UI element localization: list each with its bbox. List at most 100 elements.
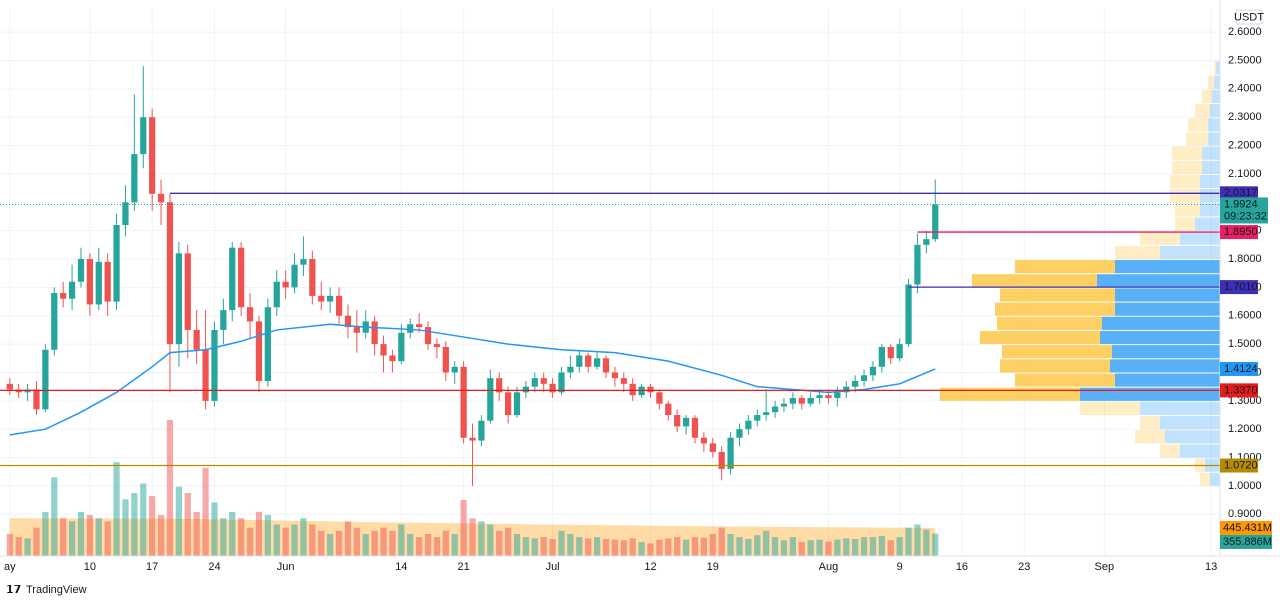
profile-down — [997, 316, 1102, 330]
profile-up — [1115, 260, 1220, 274]
profile-up — [1080, 387, 1220, 401]
volume-bar — [33, 527, 40, 556]
profile-down — [1186, 132, 1208, 146]
candle-body — [335, 295, 343, 316]
volume-bar — [416, 537, 423, 556]
candle-body — [344, 315, 352, 328]
profile-down — [1000, 359, 1110, 373]
candle-body — [513, 392, 521, 416]
profile-up — [1200, 189, 1220, 203]
candle-body — [585, 355, 592, 367]
volume-bar — [576, 537, 583, 556]
candle-body — [6, 383, 13, 390]
volume-bar — [220, 518, 227, 556]
level-tag — [1220, 458, 1258, 473]
y-tick-label: 2.2000 — [1228, 139, 1262, 151]
y-tick-label: 2.5000 — [1228, 54, 1262, 66]
volume-bar — [229, 511, 236, 556]
candle-body — [487, 378, 494, 421]
profile-up — [1160, 245, 1220, 260]
candle-body — [674, 415, 681, 427]
volume-bar — [531, 538, 538, 556]
candle-body — [798, 398, 805, 404]
x-tick-label: 17 — [146, 561, 158, 573]
candle-body — [860, 375, 868, 381]
volume-bar — [700, 537, 707, 556]
candle-body — [442, 346, 449, 373]
candle-body — [665, 403, 672, 416]
candle-body — [416, 324, 423, 328]
volume-bar — [60, 518, 67, 556]
candle-body — [104, 261, 111, 302]
candle-body — [389, 355, 396, 362]
profile-down — [1000, 288, 1115, 302]
profile-up — [1202, 146, 1220, 160]
candle-body — [246, 307, 254, 322]
profile-up — [1210, 104, 1220, 118]
volume-bar — [620, 540, 627, 556]
volume-bar — [825, 541, 832, 556]
x-tick-label: 14 — [395, 561, 407, 573]
volume-bar — [184, 493, 191, 556]
volume-bar — [629, 538, 636, 556]
volume-bar — [211, 502, 218, 556]
volume-bar — [291, 524, 298, 556]
candle-body — [77, 259, 85, 282]
profile-up — [1202, 160, 1220, 174]
x-tick-label: 12 — [644, 561, 656, 573]
volume-bar — [157, 515, 165, 556]
candle-body — [451, 366, 458, 373]
volume-bar — [887, 540, 894, 556]
volume-bar — [246, 527, 254, 556]
volume-bar — [789, 537, 796, 556]
x-tick-label: Aug — [819, 561, 839, 573]
volume-bar — [771, 537, 779, 556]
profile-down — [1170, 189, 1200, 203]
volume-bar — [682, 539, 690, 556]
volume-bar — [745, 538, 752, 556]
profile-up — [1195, 217, 1220, 231]
candle-body — [611, 372, 619, 379]
candle-body — [843, 386, 850, 393]
volume-bar — [869, 537, 877, 556]
volume-bar — [540, 537, 547, 556]
last-price-tag — [1220, 197, 1268, 224]
volume-bar — [380, 527, 387, 556]
volume-bar — [549, 538, 556, 556]
candle-body — [887, 346, 894, 359]
y-tick-label: 1.2000 — [1228, 423, 1262, 435]
profile-down — [1195, 104, 1210, 118]
volume-bar — [798, 542, 805, 556]
candle-body — [531, 378, 538, 387]
profile-down — [1002, 345, 1112, 359]
y-tick-label: 1.3000 — [1228, 395, 1262, 407]
volume-bar — [68, 521, 76, 556]
profile-up — [1165, 430, 1220, 444]
volume-bar — [353, 527, 360, 556]
volume-bar — [878, 535, 885, 556]
volume-bar — [140, 483, 147, 556]
candle-body — [211, 329, 218, 401]
price-axis: USDT 0.90001.00001.10001.20001.30001.400… — [0, 0, 1280, 573]
profile-down — [1202, 89, 1212, 104]
x-tick-label: 21 — [457, 561, 469, 573]
volume-bar — [113, 462, 120, 556]
y-tick-label: 1.5000 — [1228, 338, 1262, 350]
profile-up — [1115, 373, 1220, 387]
profile-up — [1208, 132, 1220, 146]
volume-bar — [709, 533, 716, 556]
candle-body — [709, 443, 716, 452]
profile-down — [995, 302, 1115, 316]
candle-body — [629, 383, 636, 396]
level-tag — [1220, 186, 1258, 201]
volume-bar — [6, 533, 13, 556]
candle-body — [718, 451, 725, 469]
volume-bar — [389, 530, 396, 556]
volume-bar — [816, 539, 823, 556]
candle-body — [771, 406, 779, 413]
profile-down — [1175, 203, 1200, 217]
currency: USDT — [1234, 11, 1264, 23]
volume-pane — [6, 419, 939, 556]
volume-bar — [647, 543, 654, 556]
volume-bar — [282, 527, 289, 556]
